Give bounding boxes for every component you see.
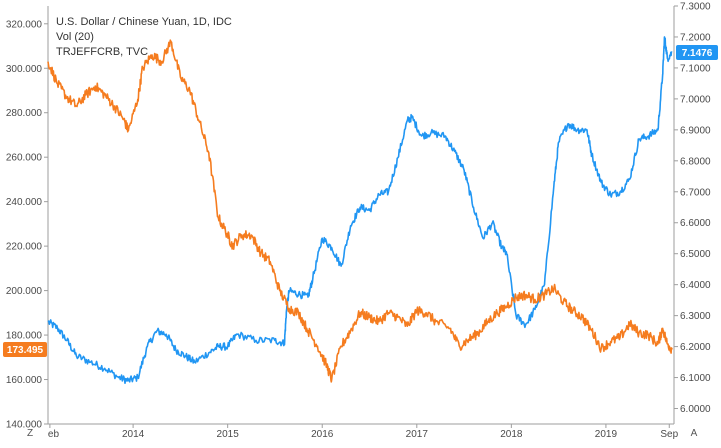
right-tick-label: 6.9000 xyxy=(680,125,711,136)
x-axis-ticks: eb 2014 2015 2016 2017 2018 2019 Sep xyxy=(48,424,679,440)
legend-usdcny[interactable]: U.S. Dollar / Chinese Yuan, 1D, IDC xyxy=(56,16,232,28)
left-axis-ticks: 140.000 160.000 180.000 200.000 220.000 240.0… xyxy=(6,19,48,431)
right-tick-label: 6.8000 xyxy=(680,156,711,167)
x-tick-label: 2017 xyxy=(406,429,429,440)
last-value-badge-left: 173.495 xyxy=(3,342,47,358)
left-tick-label: 280.000 xyxy=(6,108,43,119)
right-tick-label: 7.1000 xyxy=(680,63,711,74)
series-layer xyxy=(47,36,673,384)
badge-right-value: 7.1476 xyxy=(682,48,713,59)
usdcny-line[interactable] xyxy=(47,36,673,384)
left-tick-label: 180.000 xyxy=(6,331,43,342)
x-tick-label: 2014 xyxy=(122,429,145,440)
x-tick-label: 2016 xyxy=(311,429,334,440)
right-tick-label: 6.0000 xyxy=(680,404,711,415)
right-tick-label: 6.5000 xyxy=(680,249,711,260)
right-tick-label: 7.3000 xyxy=(680,2,711,13)
x-tick-label: 2018 xyxy=(500,429,523,440)
legend-crb[interactable]: TRJEFFCRB, TVC xyxy=(56,46,148,58)
crb-index-line[interactable] xyxy=(47,39,673,383)
left-tick-label: 260.000 xyxy=(6,153,43,164)
right-tick-label: 6.7000 xyxy=(680,187,711,198)
x-tick-label: 2019 xyxy=(595,429,618,440)
right-tick-label: 7.0000 xyxy=(680,94,711,105)
auto-scale-button[interactable]: A xyxy=(691,428,698,439)
left-tick-label: 320.000 xyxy=(6,19,43,30)
right-tick-label: 6.1000 xyxy=(680,373,711,384)
left-tick-label: 300.000 xyxy=(6,64,43,75)
right-tick-label: 6.2000 xyxy=(680,342,711,353)
right-tick-label: 7.2000 xyxy=(680,32,711,43)
right-tick-label: 6.6000 xyxy=(680,218,711,229)
left-tick-label: 200.000 xyxy=(6,286,43,297)
zoom-corner-button[interactable]: Z xyxy=(27,428,33,439)
left-tick-label: 220.000 xyxy=(6,242,43,253)
right-tick-label: 6.4000 xyxy=(680,280,711,291)
left-tick-label: 160.000 xyxy=(6,375,43,386)
x-tick-label: 2015 xyxy=(217,429,240,440)
last-value-badge-right: 7.1476 xyxy=(676,44,718,60)
legend-volume[interactable]: Vol (20) xyxy=(56,31,94,43)
left-tick-label: 140.000 xyxy=(6,420,43,431)
badge-left-background xyxy=(3,342,47,358)
x-tick-label: eb xyxy=(48,429,60,440)
right-tick-label: 6.3000 xyxy=(680,311,711,322)
x-tick-label: Sep xyxy=(660,429,678,440)
badge-left-value: 173.495 xyxy=(7,345,44,356)
badge-right-background xyxy=(676,44,718,60)
right-axis-ticks: 6.0000 6.1000 6.2000 6.3000 6.4000 6.5000 6.60… xyxy=(674,2,711,415)
left-tick-label: 240.000 xyxy=(6,197,43,208)
